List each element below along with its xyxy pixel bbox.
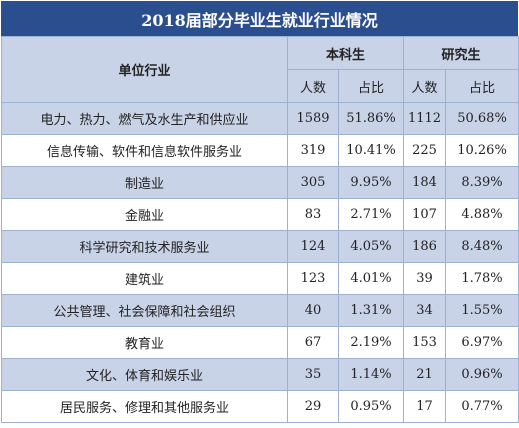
- column-header: 研究生: [403, 36, 519, 70]
- column-header: 占比: [337, 69, 405, 103]
- value-cell: 50.68%: [445, 102, 519, 135]
- table-row: 金融业 83 2.71% 107 4.88%: [1, 198, 519, 231]
- value-cell: 319: [287, 134, 339, 167]
- table-row: 科学研究和技术服务业 124 4.05% 186 8.48%: [1, 230, 519, 263]
- table-row: 文化、体育和娱乐业 35 1.14% 21 0.96%: [1, 358, 519, 391]
- value-cell: 2.19%: [337, 326, 405, 359]
- value-cell: 67: [287, 326, 339, 359]
- table-row: 教育业 67 2.19% 153 6.97%: [1, 326, 519, 359]
- value-cell: 29: [287, 390, 339, 423]
- industry-cell: 金融业: [1, 198, 288, 231]
- value-cell: 8.48%: [445, 230, 519, 263]
- table-body: 电力、热力、燃气及水生产和供应业 1589 51.86% 1112 50.68% 信息传输…: [1, 102, 519, 423]
- value-cell: 186: [403, 230, 447, 263]
- value-cell: 124: [287, 230, 339, 263]
- value-cell: 4.01%: [337, 262, 405, 295]
- value-cell: 1.55%: [445, 294, 519, 327]
- value-cell: 0.95%: [337, 390, 405, 423]
- value-cell: 6.97%: [445, 326, 519, 359]
- table-row: 信息传输、软件和信息软件服务业 319 10.41% 225 10.26%: [1, 134, 519, 167]
- value-cell: 305: [287, 166, 339, 199]
- column-header: 本科生: [286, 36, 405, 70]
- value-cell: 2.71%: [337, 198, 405, 231]
- table: 单位行业 本科生 研究生 人数 占比 人数 占比 电力、热力、燃气及水生产和供应…: [1, 36, 519, 423]
- value-cell: 39: [403, 262, 447, 295]
- table-row: 建筑业 123 4.01% 39 1.78%: [1, 262, 519, 295]
- column-header: 占比: [445, 69, 519, 103]
- table-row: 居民服务、修理和其他服务业 29 0.95% 17 0.77%: [1, 390, 519, 423]
- industry-cell: 制造业: [1, 166, 288, 199]
- value-cell: 10.41%: [337, 134, 405, 167]
- value-cell: 1589: [287, 102, 339, 135]
- value-cell: 1.78%: [445, 262, 519, 295]
- value-cell: 35: [287, 358, 339, 391]
- value-cell: 9.95%: [337, 166, 405, 199]
- industry-cell: 文化、体育和娱乐业: [1, 358, 288, 391]
- column-header: 人数: [287, 69, 339, 103]
- value-cell: 107: [403, 198, 447, 231]
- value-cell: 8.39%: [445, 166, 519, 199]
- header-row: 单位行业 本科生 研究生: [1, 36, 519, 103]
- industry-cell: 居民服务、修理和其他服务业: [1, 390, 288, 423]
- value-cell: 83: [287, 198, 339, 231]
- industry-cell: 信息传输、软件和信息软件服务业: [1, 134, 288, 167]
- value-cell: 1112: [403, 102, 447, 135]
- value-cell: 0.96%: [445, 358, 519, 391]
- value-cell: 153: [403, 326, 447, 359]
- table-title: 2018届部分毕业生就业行业情况: [1, 1, 518, 36]
- value-cell: 34: [403, 294, 447, 327]
- value-cell: 17: [403, 390, 447, 423]
- column-header: 单位行业: [1, 36, 288, 103]
- value-cell: 4.05%: [337, 230, 405, 263]
- value-cell: 0.77%: [445, 390, 519, 423]
- industry-cell: 公共管理、社会保障和社会组织: [1, 294, 288, 327]
- value-cell: 1.14%: [337, 358, 405, 391]
- value-cell: 4.88%: [445, 198, 519, 231]
- table-row: 电力、热力、燃气及水生产和供应业 1589 51.86% 1112 50.68%: [1, 102, 519, 135]
- industry-cell: 电力、热力、燃气及水生产和供应业: [1, 102, 288, 135]
- industry-cell: 建筑业: [1, 262, 288, 295]
- industry-cell: 教育业: [1, 326, 288, 359]
- column-header: 人数: [403, 69, 447, 103]
- value-cell: 225: [403, 134, 447, 167]
- value-cell: 123: [287, 262, 339, 295]
- table-row: 公共管理、社会保障和社会组织 40 1.31% 34 1.55%: [1, 294, 519, 327]
- table-row: 制造业 305 9.95% 184 8.39%: [1, 166, 519, 199]
- value-cell: 10.26%: [445, 134, 519, 167]
- header-row: 人数 占比 人数 占比: [2, 69, 519, 103]
- value-cell: 21: [403, 358, 447, 391]
- value-cell: 51.86%: [337, 102, 405, 135]
- value-cell: 40: [287, 294, 339, 327]
- value-cell: 184: [403, 166, 447, 199]
- industry-cell: 科学研究和技术服务业: [1, 230, 288, 263]
- value-cell: 1.31%: [337, 294, 405, 327]
